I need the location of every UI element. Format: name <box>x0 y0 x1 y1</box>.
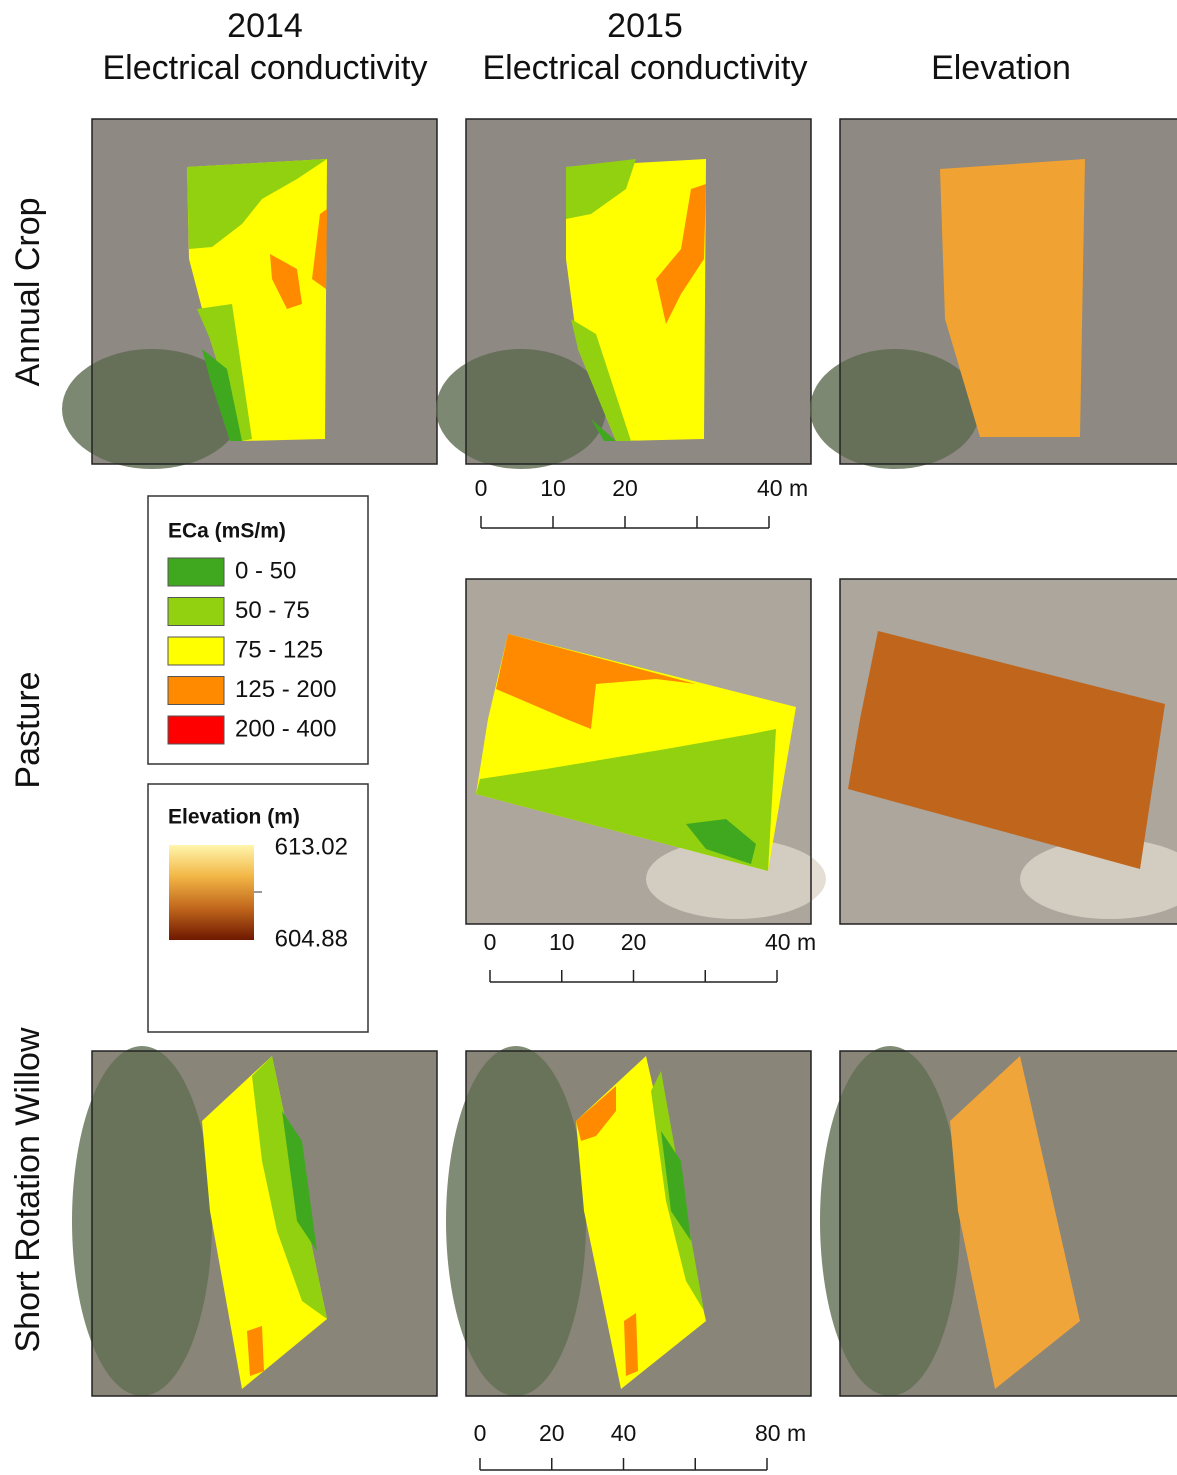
elevation-max: 613.02 <box>275 833 348 860</box>
scale-label: 0 <box>475 475 488 501</box>
column-title: Electrical conductivity <box>482 49 807 87</box>
column-title: Elevation <box>931 49 1071 87</box>
legend-title: Elevation (m) <box>168 806 300 829</box>
imagery-feature <box>72 1046 212 1396</box>
imagery-feature <box>446 1046 586 1396</box>
elevation-min: 604.88 <box>275 925 348 952</box>
legend-swatch <box>168 716 224 744</box>
legend-label: 125 - 200 <box>235 676 336 703</box>
imagery-feature <box>436 349 606 469</box>
legend-label: 50 - 75 <box>235 597 310 624</box>
scale-label: 0 <box>474 1420 487 1446</box>
scale-label: 10 <box>540 475 566 501</box>
row-label: Short Rotation Willow <box>9 1027 47 1352</box>
imagery-feature <box>820 1046 960 1396</box>
scale-label: 20 <box>612 475 638 501</box>
legend-swatch <box>168 598 224 626</box>
scale-label: 40 m <box>765 929 816 955</box>
legend-swatch <box>168 558 224 586</box>
elevation-ramp <box>169 845 254 940</box>
scale-label: 80 m <box>755 1420 806 1446</box>
column-year: 2014 <box>227 7 303 45</box>
scale-label: 10 <box>549 929 575 955</box>
scale-label: 20 <box>539 1420 565 1446</box>
scale-label: 0 <box>484 929 497 955</box>
map-figure: 2014 Electrical conductivity 2015 Electr… <box>0 0 1177 1475</box>
scale-label: 40 m <box>757 475 808 501</box>
row-label: Pasture <box>9 671 47 788</box>
legend-swatch <box>168 677 224 705</box>
scale-label: 40 <box>611 1420 637 1446</box>
eca-zone <box>624 1313 638 1376</box>
column-title: Electrical conductivity <box>102 49 427 87</box>
imagery-feature <box>810 349 980 469</box>
legend-swatch <box>168 637 224 665</box>
row-label: Annual Crop <box>9 197 47 386</box>
column-year: 2015 <box>607 7 683 45</box>
legend-label: 75 - 125 <box>235 636 323 663</box>
legend-label: 200 - 400 <box>235 715 336 742</box>
legend-label: 0 - 50 <box>235 557 296 584</box>
eca-zone <box>247 1326 264 1376</box>
legend-title: ECa (mS/m) <box>168 520 286 543</box>
scale-label: 20 <box>621 929 647 955</box>
